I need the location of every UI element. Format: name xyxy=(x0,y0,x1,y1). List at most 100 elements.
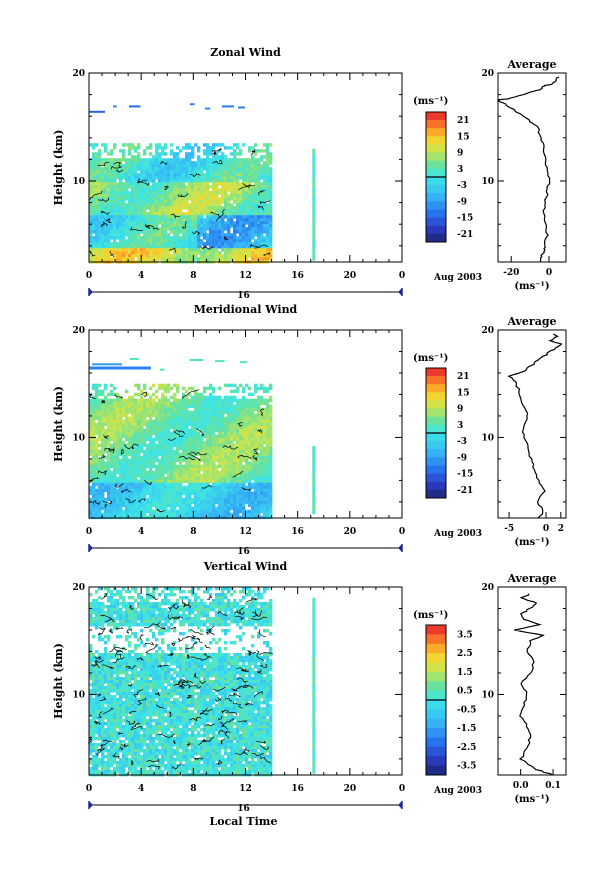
heatmap-cell xyxy=(170,167,174,171)
heatmap-cell xyxy=(206,416,210,421)
heatmap-cell xyxy=(143,410,147,415)
heatmap-cell xyxy=(161,410,165,415)
heatmap-cell xyxy=(140,188,144,192)
heatmap-cell xyxy=(269,509,273,514)
heatmap-cell xyxy=(263,467,267,472)
heatmap-cell xyxy=(212,164,216,168)
heatmap-cell xyxy=(212,215,216,219)
heatmap-cell xyxy=(98,425,102,430)
heatmap-cell xyxy=(167,455,171,460)
heatmap-cell xyxy=(263,425,267,430)
heatmap-cell xyxy=(194,242,198,246)
heatmap-cell xyxy=(221,164,225,168)
heatmap-cell xyxy=(179,173,183,177)
heatmap-cell xyxy=(92,191,96,195)
heatmap-cell xyxy=(245,398,249,403)
heatmap-cell xyxy=(164,245,168,249)
heatmap-cell xyxy=(254,473,258,478)
heatmap-cell xyxy=(128,491,132,496)
heatmap-cell xyxy=(161,455,165,460)
heatmap-cell xyxy=(122,482,126,487)
heatmap-cell xyxy=(152,443,156,448)
heatmap-cell xyxy=(221,170,225,174)
heatmap-cell xyxy=(215,395,219,400)
heatmap-cell xyxy=(116,191,120,195)
heatmap-cell xyxy=(215,467,219,472)
heatmap-cell xyxy=(312,168,316,173)
heatmap-cell xyxy=(312,244,316,249)
heatmap-cell xyxy=(107,482,111,487)
heatmap-cell xyxy=(101,461,105,466)
heatmap-cell xyxy=(167,440,171,445)
heatmap-cell xyxy=(107,467,111,472)
heatmap-cell xyxy=(254,245,258,249)
heatmap-cell xyxy=(257,413,261,418)
heatmap-cell xyxy=(185,434,189,439)
heatmap-cell xyxy=(194,221,198,225)
heatmap-cell xyxy=(98,221,102,225)
heatmap-cell xyxy=(209,218,213,222)
heatmap-cell xyxy=(227,194,231,198)
heatmap-cell xyxy=(218,503,222,508)
heatmap-cell xyxy=(173,476,177,481)
heatmap-cell xyxy=(170,386,174,391)
heatmap-cell xyxy=(107,248,111,252)
heatmap-cell xyxy=(215,413,219,418)
heatmap-cell xyxy=(101,206,105,210)
heatmap-cell xyxy=(116,167,120,171)
heatmap-cell xyxy=(254,440,258,445)
heatmap-cell xyxy=(137,428,141,433)
heatmap-cell xyxy=(161,434,165,439)
heatmap-cell xyxy=(188,476,192,481)
heatmap-cell xyxy=(143,452,147,457)
heatmap-cell xyxy=(218,431,222,436)
heatmap-cell xyxy=(233,428,237,433)
heatmap-cell xyxy=(269,212,273,216)
heatmap-cell xyxy=(158,233,162,237)
heatmap-cell xyxy=(131,398,135,403)
heatmap-cell xyxy=(140,506,144,511)
heatmap-cell xyxy=(113,434,117,439)
heatmap-cell xyxy=(224,200,228,204)
heatmap-cell xyxy=(95,197,99,201)
contour-line xyxy=(249,243,258,248)
heatmap-cell xyxy=(155,242,159,246)
heatmap-cell xyxy=(224,239,228,243)
heatmap-cell xyxy=(122,407,126,412)
heatmap-cell xyxy=(131,515,135,520)
heatmap-cell xyxy=(170,209,174,213)
heatmap-cell xyxy=(194,251,198,255)
heatmap-cell xyxy=(161,473,165,478)
heatmap-cell xyxy=(149,386,153,391)
heatmap-cell xyxy=(101,203,105,207)
heatmap-cell xyxy=(152,461,156,466)
heatmap-cell xyxy=(212,218,216,222)
heatmap-cell xyxy=(119,479,123,484)
heatmap-cell xyxy=(269,170,273,174)
heatmap-cell xyxy=(194,182,198,186)
heatmap-cell xyxy=(233,233,237,237)
heatmap-cell xyxy=(242,179,246,183)
heatmap-cell xyxy=(170,152,174,156)
heatmap-cell xyxy=(266,233,270,237)
heatmap-cell xyxy=(230,167,234,171)
heatmap-cell xyxy=(161,233,165,237)
heatmap-cell xyxy=(176,221,180,225)
heatmap-cell xyxy=(224,479,228,484)
heatmap-cell xyxy=(152,209,156,213)
heatmap-cell xyxy=(188,470,192,475)
heatmap-cell xyxy=(119,515,123,520)
heatmap-cell xyxy=(119,404,123,409)
heatmap-cell xyxy=(164,461,168,466)
heatmap-cell xyxy=(312,184,316,189)
heatmap-cell xyxy=(167,485,171,490)
heatmap-cell xyxy=(89,443,93,448)
heatmap-cell xyxy=(197,158,201,162)
heatmap-cell xyxy=(251,449,255,454)
heatmap-cell xyxy=(257,164,261,168)
heatmap-cell xyxy=(209,164,213,168)
heatmap-cell xyxy=(125,188,129,192)
heatmap-cell xyxy=(263,512,267,517)
heatmap-cell xyxy=(188,257,192,261)
heatmap-cell xyxy=(209,197,213,201)
